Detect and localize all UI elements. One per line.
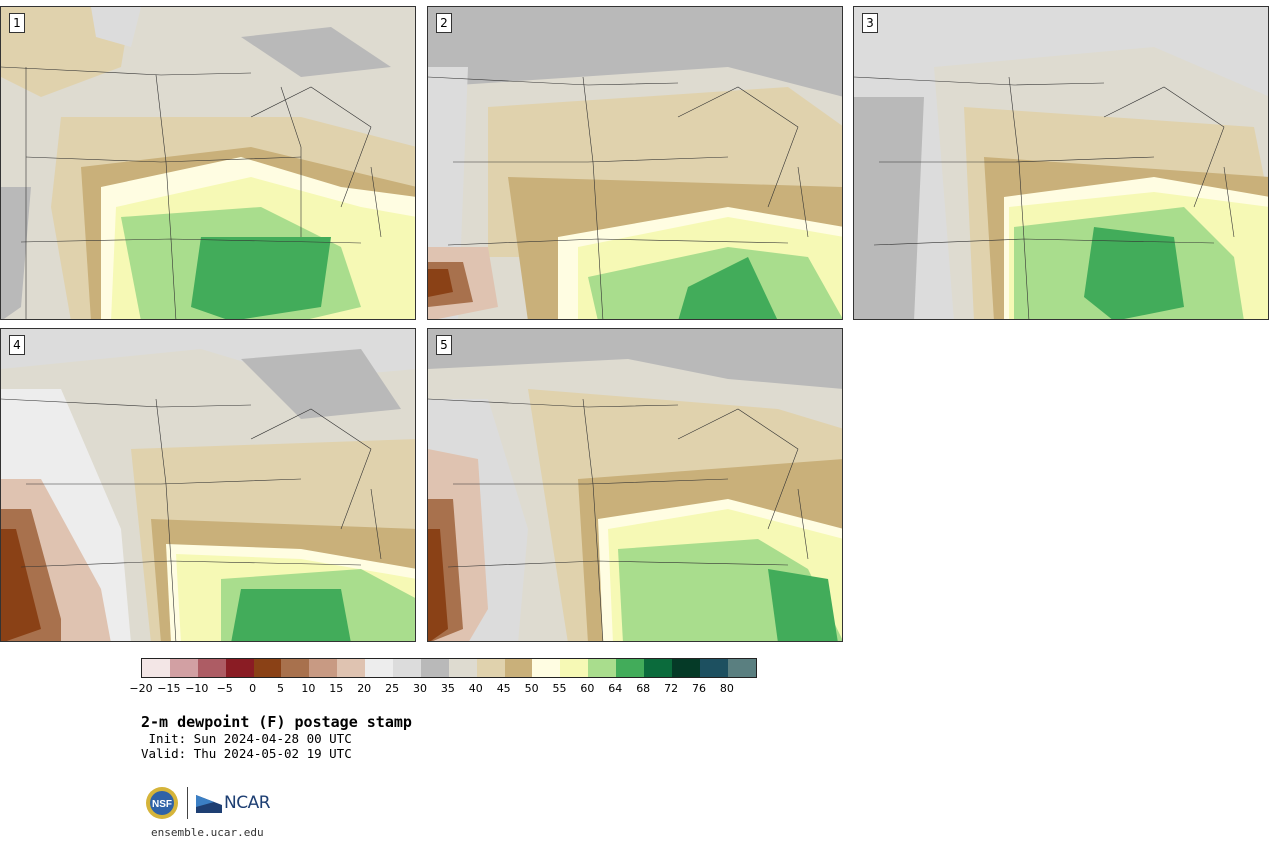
colorbar-tick-label: 40 bbox=[468, 682, 483, 695]
dewpoint-colorbar bbox=[141, 658, 757, 678]
ensemble-member-panel-2: 2 bbox=[427, 6, 843, 320]
nsf-seal-icon: NSF bbox=[146, 787, 178, 819]
colorbar-tick-label: 15 bbox=[329, 682, 344, 695]
colorbar-cell bbox=[699, 659, 728, 677]
panel-label: 1 bbox=[9, 13, 25, 33]
colorbar-tick-label: −15 bbox=[157, 682, 181, 695]
colorbar-cell bbox=[560, 659, 589, 677]
colorbar-cell bbox=[337, 659, 366, 677]
colorbar-tick-label: 50 bbox=[524, 682, 539, 695]
valid-time: Valid: Thu 2024-05-02 19 UTC bbox=[141, 746, 352, 761]
colorbar-tick-label: 76 bbox=[692, 682, 706, 695]
colorbar-cell bbox=[393, 659, 421, 677]
colorbar-tick-label: 68 bbox=[636, 682, 651, 695]
logo-divider bbox=[187, 787, 188, 819]
colorbar-tick-label: 80 bbox=[719, 682, 734, 695]
ensemble-member-panel-5: 5 bbox=[427, 328, 843, 642]
colorbar-cell bbox=[420, 659, 449, 677]
colorbar-cell bbox=[616, 659, 645, 677]
colorbar-tick-label: −10 bbox=[185, 682, 209, 695]
colorbar-cell bbox=[476, 659, 505, 677]
colorbar-tick-label: −5 bbox=[216, 682, 233, 695]
init-time: Init: Sun 2024-04-28 00 UTC bbox=[141, 731, 352, 746]
dewpoint-map bbox=[1, 7, 415, 319]
colorbar-cell bbox=[142, 659, 170, 677]
dewpoint-map bbox=[854, 7, 1268, 319]
colorbar-tick-label: 55 bbox=[552, 682, 567, 695]
colorbar-tick-labels: −20 −15 −10 −5 0 5 10 15 20 25 30 35 40 45 50 55 60 64 68 7… bbox=[129, 682, 757, 696]
colorbar-tick-label: 72 bbox=[664, 682, 679, 695]
colorbar-cell bbox=[169, 659, 198, 677]
colorbar-cell bbox=[727, 659, 756, 677]
colorbar-cell bbox=[197, 659, 226, 677]
colorbar-tick-label: 0 bbox=[249, 682, 257, 695]
colorbar-tick-label: 5 bbox=[277, 682, 284, 695]
colorbar-tick-label: 30 bbox=[413, 682, 427, 695]
dewpoint-map bbox=[428, 7, 842, 319]
ensemble-member-panel-1: 1 bbox=[0, 6, 416, 320]
colorbar-tick-label: 60 bbox=[580, 682, 595, 695]
ensemble-member-panel-4: 4 bbox=[0, 328, 416, 642]
colorbar-cell bbox=[365, 659, 394, 677]
colorbar-cell bbox=[448, 659, 477, 677]
colorbar-cell bbox=[309, 659, 338, 677]
dewpoint-map bbox=[1, 329, 415, 641]
colorbar-tick-label: 64 bbox=[608, 682, 623, 695]
colorbar-cell bbox=[532, 659, 561, 677]
dewpoint-map bbox=[428, 329, 842, 641]
colorbar-tick-label: 45 bbox=[496, 682, 511, 695]
colorbar-tick-label: −20 bbox=[129, 682, 153, 695]
panel-label: 2 bbox=[436, 13, 452, 33]
panel-label: 3 bbox=[862, 13, 878, 33]
colorbar-cell bbox=[225, 659, 254, 677]
ncar-mark-icon bbox=[196, 795, 222, 813]
colorbar-cell bbox=[504, 659, 533, 677]
colorbar-cell bbox=[671, 659, 700, 677]
colorbar-tick-label: 25 bbox=[385, 682, 400, 695]
colorbar-tick-label: 10 bbox=[301, 682, 316, 695]
colorbar-tick-label: 35 bbox=[440, 682, 455, 695]
colorbar-tick-label: 20 bbox=[357, 682, 372, 695]
ncar-wordmark: NCAR bbox=[224, 793, 271, 813]
ensemble-member-panel-3: 3 bbox=[853, 6, 1269, 320]
panel-label: 4 bbox=[9, 335, 25, 355]
colorbar-cell bbox=[281, 659, 310, 677]
svg-text:NSF: NSF bbox=[152, 799, 172, 810]
colorbar-cell bbox=[644, 659, 672, 677]
panel-label: 5 bbox=[436, 335, 452, 355]
colorbar-cell bbox=[588, 659, 617, 677]
nsf-ncar-logo: NSF NCAR bbox=[145, 786, 271, 820]
colorbar-cell bbox=[253, 659, 282, 677]
chart-title: 2-m dewpoint (F) postage stamp bbox=[141, 713, 412, 731]
footer-url[interactable]: ensemble.ucar.edu bbox=[151, 826, 264, 839]
